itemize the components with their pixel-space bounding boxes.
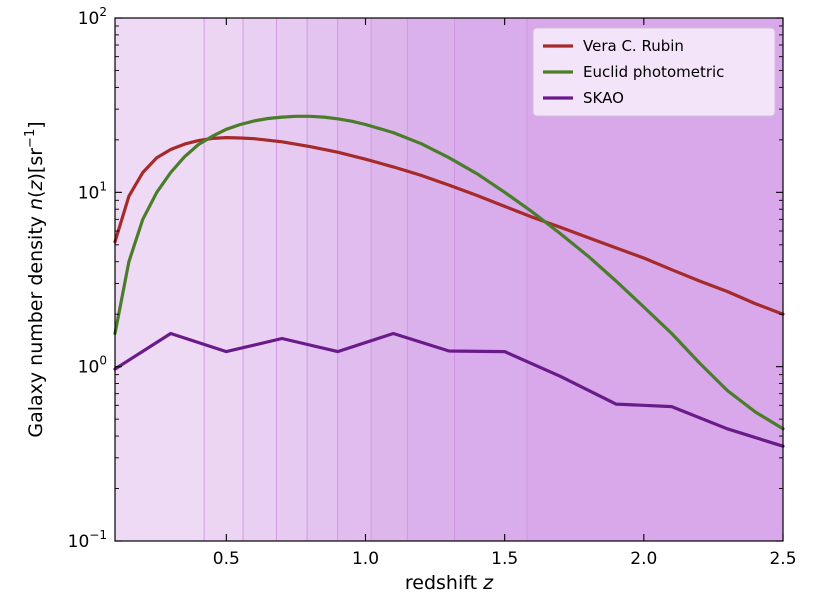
background-bins [115, 18, 783, 541]
y-tick-label: 101 [78, 179, 107, 203]
bin-dividers [203, 18, 528, 541]
background-bin [307, 18, 338, 541]
background-bin [115, 18, 205, 541]
background-bin [243, 18, 277, 541]
legend-box [532, 27, 776, 117]
series-lines [113, 114, 785, 448]
series-line-vera-c-rubin [113, 136, 785, 316]
x-tick-label: 1.5 [491, 549, 518, 569]
background-bin [454, 18, 527, 541]
plot-area-frame [114, 17, 784, 542]
legend: Vera C. Rubin Euclid photometric SKAO [532, 27, 776, 117]
x-axis-label: redshift z [405, 572, 494, 594]
legend-label: Vera C. Rubin [583, 37, 684, 55]
background-bin [407, 18, 455, 541]
y-tick-label: 102 [78, 5, 107, 29]
x-tick-label: 1.0 [352, 549, 379, 569]
series-line-euclid-photometric [113, 114, 785, 431]
x-tick-label: 0.5 [213, 549, 240, 569]
background-bin [337, 18, 372, 541]
y-tick-label: 10−1 [68, 528, 107, 552]
y-tick-label: 100 [78, 354, 107, 378]
x-tick-label: 2.0 [630, 549, 657, 569]
background-bin [204, 18, 244, 541]
axis-ticks: 0.5 1.0 1.5 2.0 2.5 10−1 100 101 102 [68, 5, 797, 569]
background-bin [276, 18, 308, 541]
legend-label: Euclid photometric [583, 63, 724, 81]
x-tick-label: 2.5 [769, 549, 796, 569]
background-bin [371, 18, 408, 541]
y-axis-label: Galaxy number density n(z)[sr−1] [23, 121, 47, 437]
series-line-skao [113, 331, 785, 448]
legend-label: SKAO [583, 89, 624, 107]
